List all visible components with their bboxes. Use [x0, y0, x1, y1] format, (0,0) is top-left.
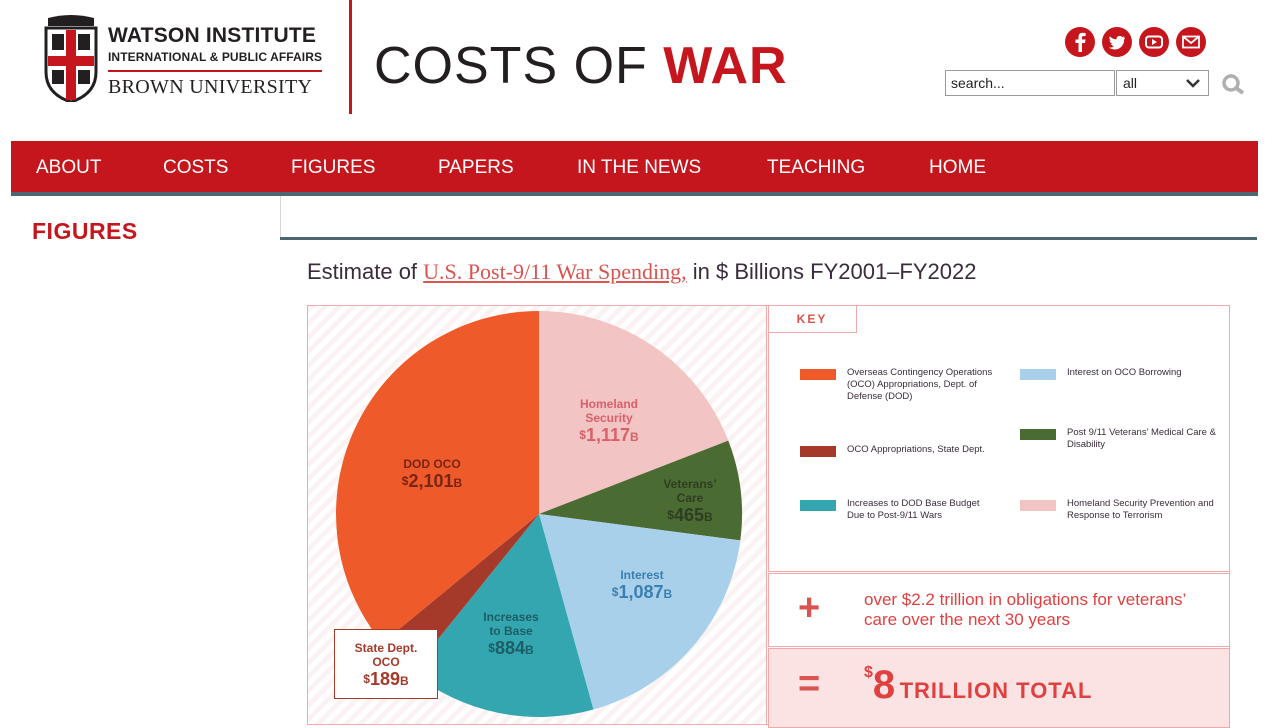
search-input[interactable]: search... — [945, 70, 1115, 96]
slice-value: $2,101B — [401, 471, 463, 491]
slice-value: $884B — [488, 638, 534, 658]
nav-item-home[interactable]: HOME — [929, 157, 986, 178]
header-divider — [349, 0, 352, 114]
figure-title-pre: Estimate of — [307, 259, 424, 284]
legend-text: Increases to DOD Base Budget Due to Post… — [847, 498, 980, 521]
figure-title-post: in $ Billions FY2001–FY2022 — [686, 259, 977, 284]
figure-title: Estimate of U.S. Post-9/11 War Spending,… — [307, 259, 976, 285]
legend-swatch — [800, 446, 836, 457]
legend-swatch — [1020, 500, 1056, 511]
twitter-icon[interactable] — [1102, 27, 1132, 57]
total-text: $8 TRILLION TOTAL — [864, 664, 1092, 706]
search-icon[interactable] — [1221, 73, 1247, 95]
legend-text: OCO Appropriations, State Dept. — [847, 444, 985, 455]
nav-item-teaching[interactable]: TEACHING — [767, 157, 866, 178]
watson-institute-logo[interactable]: WATSON INSTITUTE INTERNATIONAL & PUBLIC … — [40, 8, 330, 104]
plus-sign: + — [798, 587, 821, 629]
slice-label-text: Increases to Base — [483, 610, 539, 638]
slice-label-text: Interest — [620, 568, 664, 582]
slice-label-homeland-security: Homeland Security $1,117B — [569, 397, 649, 448]
brown-shield-icon — [44, 15, 98, 102]
chevron-down-icon — [1186, 79, 1200, 88]
slice-value: $189B — [363, 669, 409, 689]
total-currency: $ — [864, 664, 873, 681]
slice-value: $1,087B — [611, 582, 673, 602]
legend-title: KEY — [768, 305, 857, 333]
slice-label-text: Veterans’ Care — [663, 477, 717, 505]
slice-label-interest: Interest $1,087B — [612, 568, 672, 605]
legend-swatch — [800, 369, 836, 380]
site-title-part1: COSTS OF — [374, 37, 664, 95]
total-number: 8 — [872, 663, 896, 707]
pie-slice-homeland-security — [539, 311, 729, 514]
slice-label-dod-oco: DOD OCO $2,101B — [402, 457, 462, 494]
equals-sign: = — [798, 663, 821, 705]
legend-swatch — [1020, 429, 1056, 440]
slice-label-veterans-care: Veterans’ Care $465B — [655, 477, 725, 528]
content-rule — [280, 237, 1257, 240]
figure-title-link[interactable]: U.S. Post-9/11 War Spending, — [423, 259, 687, 284]
main-nav: ABOUT COSTS FIGURES PAPERS IN THE NEWS T… — [11, 141, 1258, 196]
nav-item-papers[interactable]: PAPERS — [438, 157, 514, 178]
legend-text: Homeland Security Prevention and Respons… — [1067, 498, 1214, 521]
legend-swatch — [800, 500, 836, 511]
slice-label-text: Homeland Security — [579, 397, 638, 425]
youtube-icon[interactable] — [1139, 27, 1169, 57]
search-scope-select[interactable]: all — [1116, 70, 1209, 96]
slice-label-state-dept-oco: State Dept. OCO $189B — [334, 629, 438, 699]
legend-text: Interest on OCO Borrowing — [1067, 367, 1182, 378]
slice-label-text: DOD OCO — [403, 457, 461, 471]
pie-slice-dod-oco — [335, 311, 539, 643]
slice-value: $465B — [667, 505, 713, 525]
pie-slice-interest — [539, 514, 741, 710]
legend-box — [768, 305, 1230, 572]
institute-name: WATSON INSTITUTE — [108, 24, 317, 47]
slice-label-text: State Dept. OCO — [354, 641, 418, 669]
site-title[interactable]: COSTS OF WAR — [374, 36, 788, 96]
institute-subtitle: INTERNATIONAL & PUBLIC AFFAIRS — [108, 50, 323, 64]
pie-slice-increases-to-base — [411, 514, 594, 717]
slice-value: $1,117B — [579, 425, 639, 445]
section-title: FIGURES — [32, 218, 138, 244]
content-divider — [280, 196, 281, 240]
facebook-icon[interactable] — [1065, 27, 1095, 57]
nav-item-in-the-news[interactable]: IN THE NEWS — [577, 157, 702, 178]
nav-item-about[interactable]: ABOUT — [36, 157, 102, 178]
total-word: TRILLION TOTAL — [899, 678, 1093, 703]
slice-label-increases-to-base: Increases to Base $884B — [476, 610, 546, 661]
veterans-obligation-box — [768, 573, 1230, 647]
university-name: BROWN UNIVERSITY — [108, 76, 313, 98]
legend-text: Post 9/11 Veterans’ Medical Care & Disab… — [1067, 427, 1216, 450]
pie-slice-veterans-care — [539, 440, 743, 541]
nav-item-figures[interactable]: FIGURES — [291, 157, 376, 178]
site-title-part2: WAR — [663, 37, 788, 95]
total-box — [768, 648, 1230, 728]
veterans-obligation-text: over $2.2 trillion in obligations for ve… — [864, 590, 1186, 629]
logo-divider — [108, 70, 322, 72]
email-icon[interactable] — [1176, 27, 1206, 57]
nav-item-costs[interactable]: COSTS — [163, 157, 229, 178]
legend-text: Overseas Contingency Operations (OCO) Ap… — [847, 367, 993, 402]
legend-swatch — [1020, 369, 1056, 380]
search-scope-value: all — [1123, 75, 1138, 91]
